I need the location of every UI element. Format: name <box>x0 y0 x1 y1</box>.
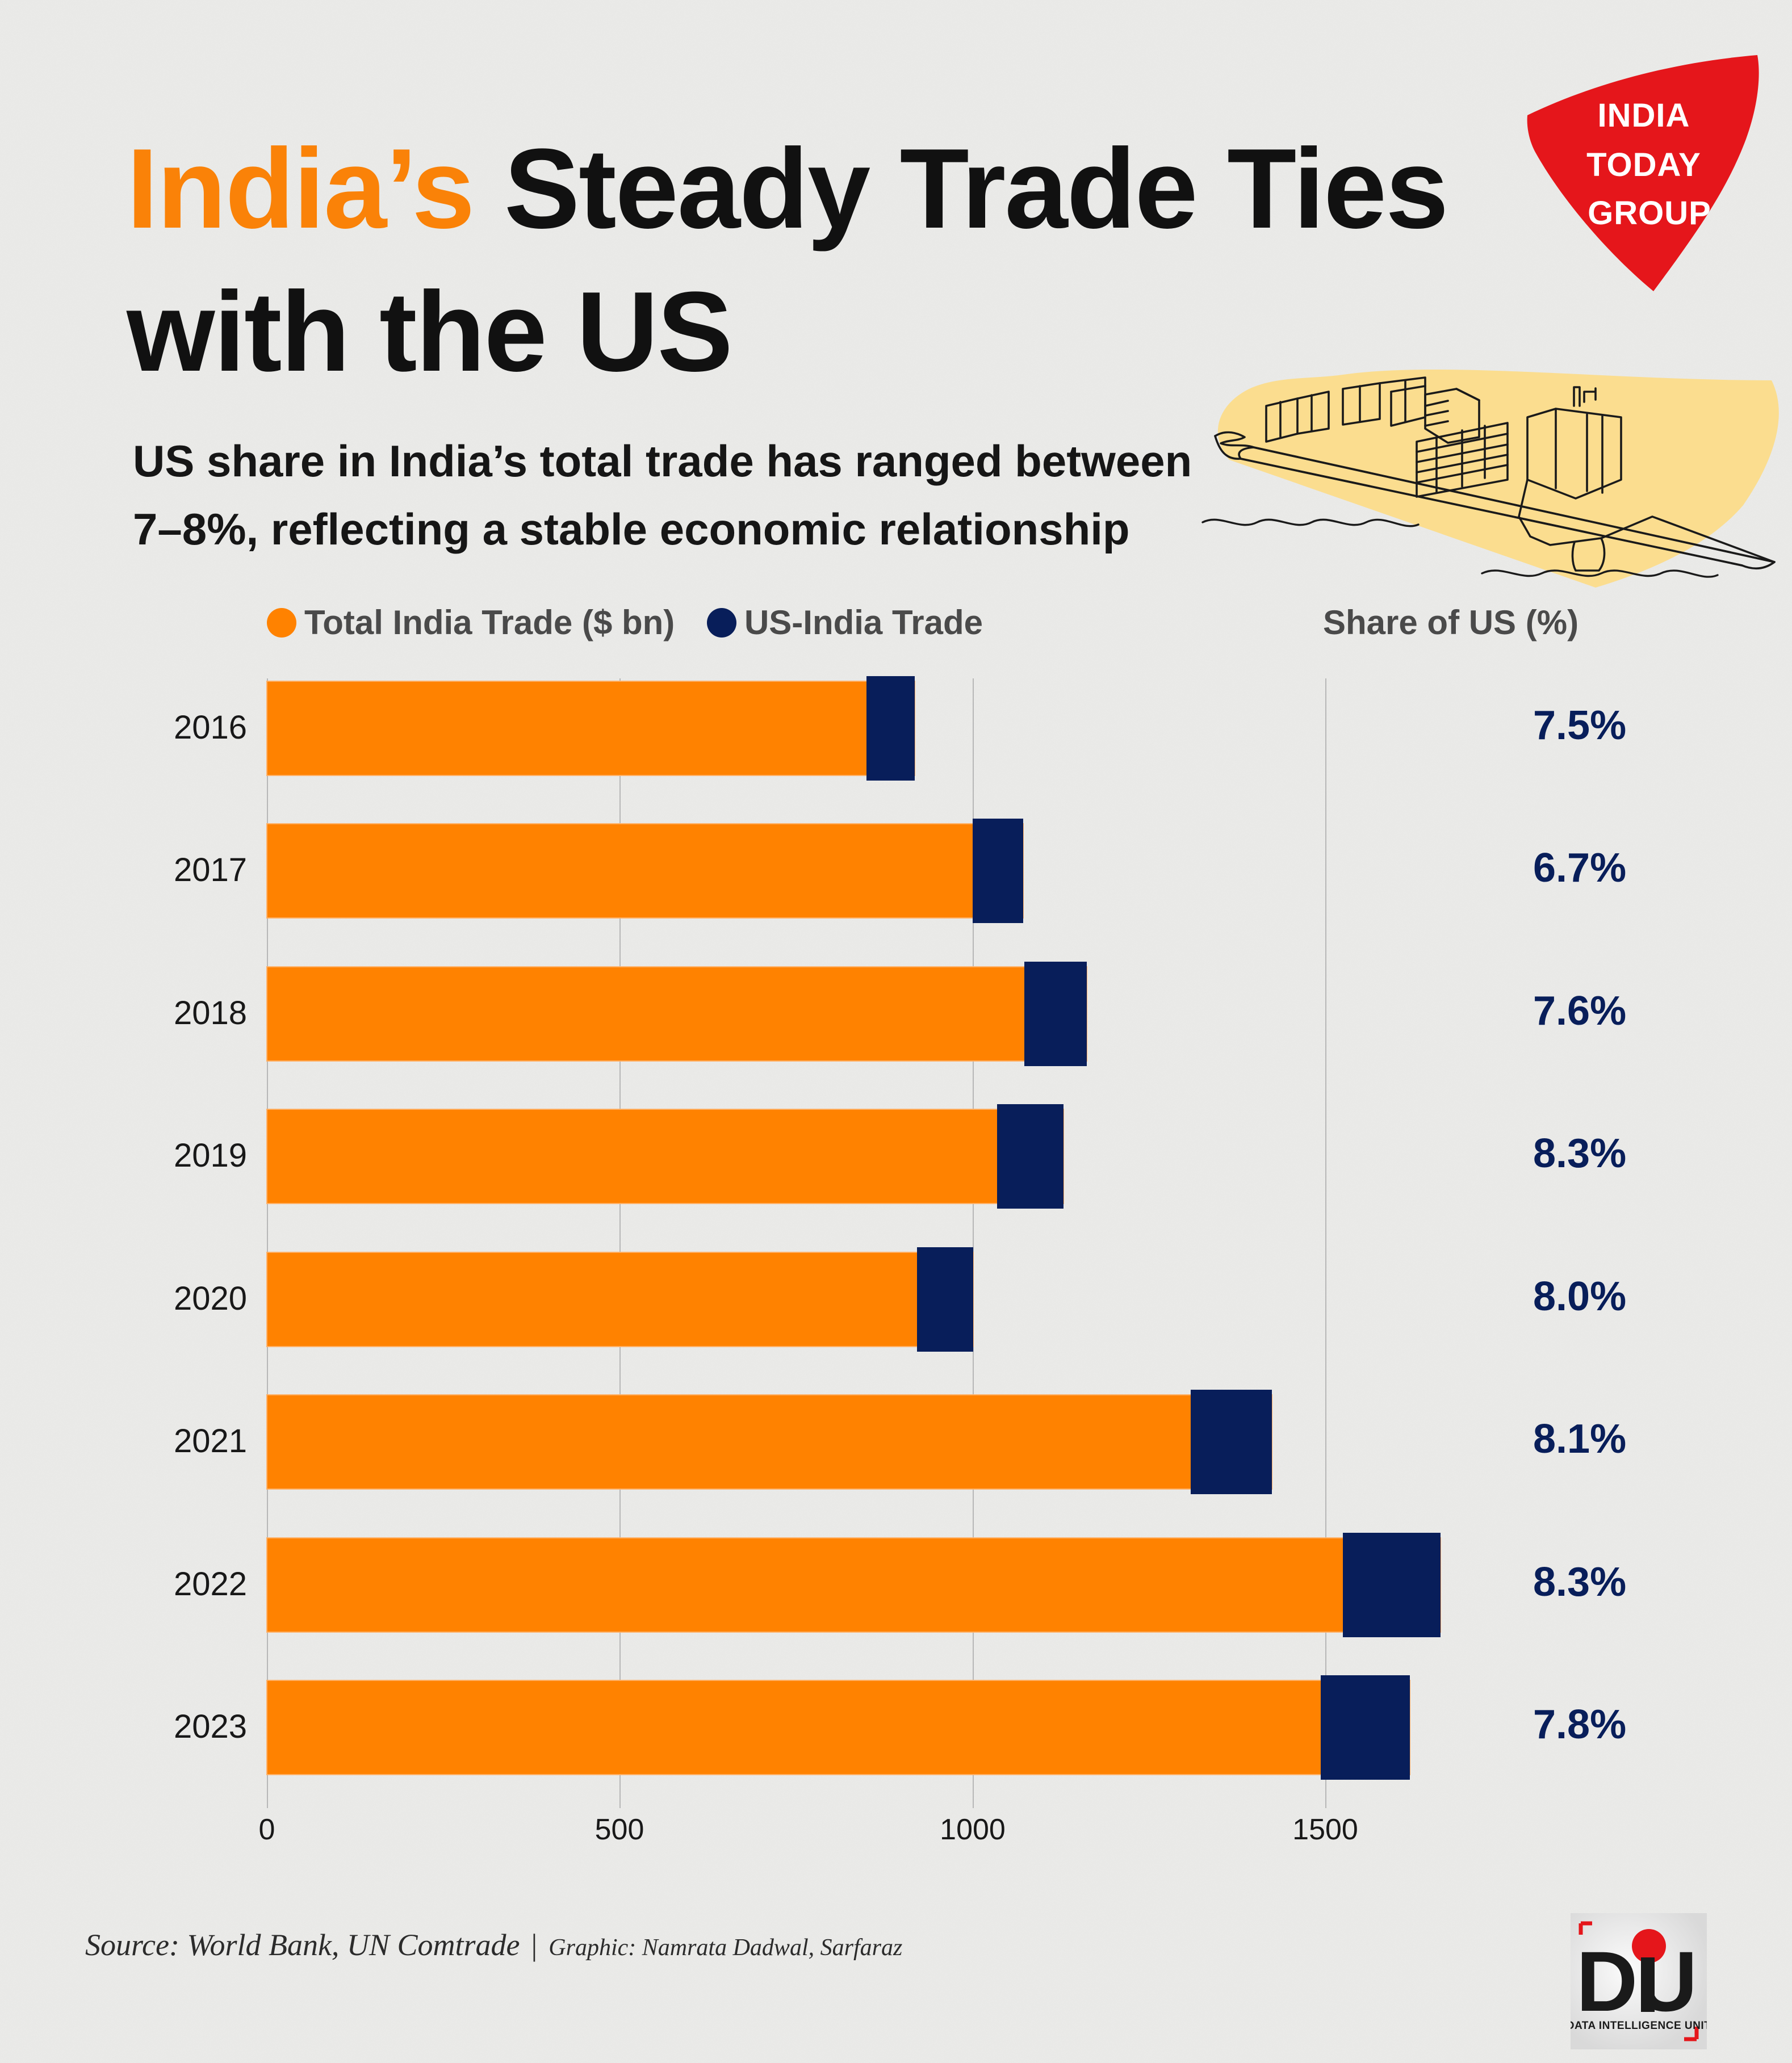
svg-text:TODAY: TODAY <box>1586 146 1701 183</box>
svg-text:INDIA: INDIA <box>1598 97 1690 134</box>
svg-text:D: D <box>1576 1934 1638 2029</box>
svg-text:GROUP: GROUP <box>1588 195 1711 232</box>
svg-text:DATA INTELLIGENCE UNIT: DATA INTELLIGENCE UNIT <box>1571 2020 1707 2032</box>
